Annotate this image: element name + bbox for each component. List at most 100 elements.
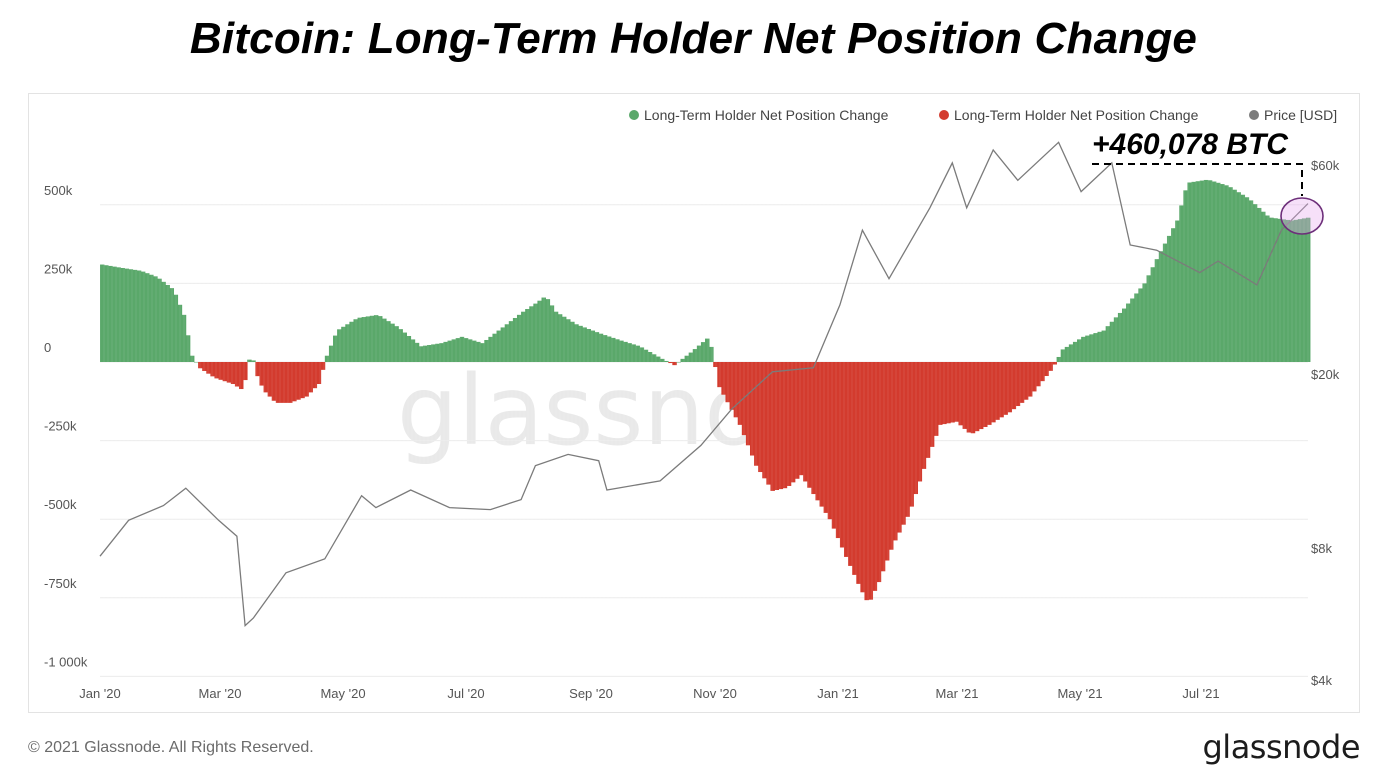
bar [181,314,187,362]
bar [1293,219,1299,362]
bar [472,340,477,362]
bar [758,362,763,473]
bar [880,362,886,572]
bar [1093,333,1098,362]
bar [210,362,215,377]
bar [1027,362,1033,397]
bar [312,362,318,389]
bar [835,362,841,539]
bar [925,362,931,458]
bar [1162,243,1168,362]
bar [848,362,853,566]
bar [1015,362,1021,407]
bar [263,362,269,393]
bar [267,362,273,397]
bar [660,358,665,362]
bar [1011,362,1017,410]
bar [169,288,174,362]
bar [124,268,130,362]
bar [324,355,330,362]
annotation: +460,078 BTC [1092,128,1324,235]
bar [827,362,833,520]
bar [377,316,383,362]
bar [582,327,587,362]
bar [578,325,583,362]
bar [807,362,812,488]
bar [1032,362,1037,392]
bar [316,362,322,385]
bar [1273,218,1278,362]
bar [185,335,191,362]
bar [177,304,183,362]
y-left-tick-label: 0 [44,340,51,355]
x-tick-label: Jul '21 [1182,686,1219,701]
bar [398,329,403,362]
bar [108,265,113,362]
bar [970,362,976,434]
bar [958,362,963,426]
bar [1224,185,1229,362]
x-tick-label: Nov '20 [693,686,737,701]
bar [602,335,608,362]
bar [492,333,497,362]
bar [933,362,939,436]
legend-swatch [1249,110,1259,120]
bar [778,362,784,490]
bar [1097,331,1102,362]
bar [104,265,109,362]
bar [1072,341,1078,362]
bar [598,333,604,362]
bar [418,346,424,362]
bar [905,362,910,517]
bar [631,344,636,362]
bar [128,269,134,362]
bar [570,321,575,362]
bar [831,362,837,529]
bar [1122,308,1127,362]
bar [488,336,493,362]
bar [566,319,571,362]
bar [774,362,780,491]
bar [737,362,743,425]
bar [700,342,706,362]
bar [373,315,379,362]
bar [247,359,252,362]
bar [365,316,371,362]
bar [459,336,465,362]
x-tick-label: Sep '20 [569,686,613,701]
chart-title: Bitcoin: Long-Term Holder Net Position C… [189,14,1198,63]
bar [819,362,824,507]
bar [349,321,354,362]
bar [1130,298,1135,362]
y-right-tick-label: $20k [1311,367,1340,382]
bar [226,362,232,383]
legend: Long-Term Holder Net Position Change Long… [629,107,1337,123]
bar [1187,182,1192,362]
bar [954,362,959,422]
bar [230,362,236,385]
bar [144,273,150,362]
bar [762,362,767,479]
bar [390,323,395,362]
bar [987,362,992,425]
bar [149,274,154,362]
bar [443,341,448,362]
bar [422,345,428,362]
bar [938,362,943,425]
y-left-tick-label: -750k [44,576,77,591]
bar [684,355,690,362]
bar [414,342,420,362]
bar-series [99,170,1311,605]
bar [983,362,988,427]
y-right-tick-label: $8k [1311,541,1332,556]
bar [275,362,281,403]
bar [357,317,363,362]
bar [913,362,918,495]
bar [856,362,861,584]
bar [639,347,645,362]
bar [1216,182,1221,362]
x-tick-label: Mar '21 [936,686,979,701]
bar [406,335,412,362]
bar [480,343,485,362]
bar [561,316,567,362]
